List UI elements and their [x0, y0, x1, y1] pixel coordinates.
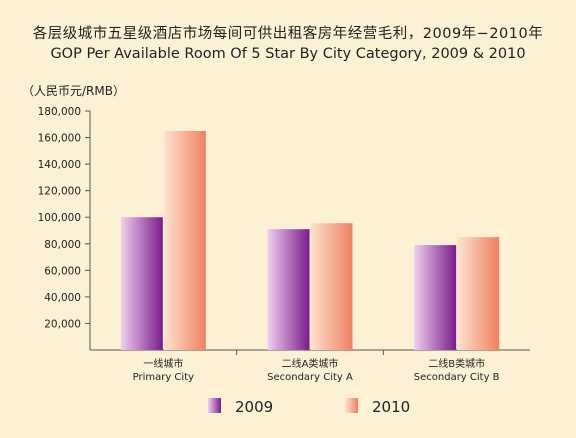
- y-tick-label: 120,000: [38, 186, 81, 198]
- bar-2010-2: [310, 223, 353, 350]
- chart-title: 各层级城市五星级酒店市场每间可供出租客房年经营毛利，2009年−2010年: [32, 26, 544, 42]
- category-label-en: Secondary City A: [267, 372, 353, 383]
- legend-swatch-2010: [345, 398, 358, 413]
- y-axis-unit-label: （人民币元/RMB）: [22, 84, 125, 98]
- bar-2009-2: [267, 229, 310, 350]
- category-label-cn: 二线B类城市: [428, 357, 485, 370]
- bars: [120, 130, 500, 350]
- category-label-cn: 一线城市: [143, 357, 183, 370]
- bar-2009-3: [414, 245, 457, 350]
- y-tick-label: 100,000: [38, 212, 81, 224]
- category-label-en: Secondary City B: [414, 372, 500, 383]
- axes: 20,000 40,000 60,000 80,000 100,000 120,000 14…: [38, 106, 530, 355]
- category-label-en: Primary City: [133, 372, 195, 383]
- legend-label-2009: 2009: [235, 398, 273, 416]
- category-labels: 一线城市 Primary City 二线A类城市 Secondary City A 二线…: [133, 357, 500, 383]
- legend-swatch-2009: [208, 398, 221, 413]
- category-label-cn: 二线A类城市: [282, 357, 339, 370]
- y-tick-label: 160,000: [38, 133, 81, 145]
- bar-2010-3: [457, 237, 500, 350]
- legend: 2009 2010: [208, 398, 410, 416]
- y-tick-label: 180,000: [38, 106, 81, 118]
- chart-subtitle: GOP Per Available Room Of 5 Star By City…: [50, 46, 526, 62]
- y-tick-label: 40,000: [44, 292, 81, 304]
- bar-2009-1: [120, 217, 163, 350]
- y-tick-label: 60,000: [44, 265, 81, 277]
- legend-label-2010: 2010: [372, 398, 410, 416]
- y-tick-label: 20,000: [44, 318, 81, 330]
- y-tick-label: 140,000: [38, 159, 81, 171]
- y-tick-label: 80,000: [44, 239, 81, 251]
- bar-2010-1: [163, 130, 206, 350]
